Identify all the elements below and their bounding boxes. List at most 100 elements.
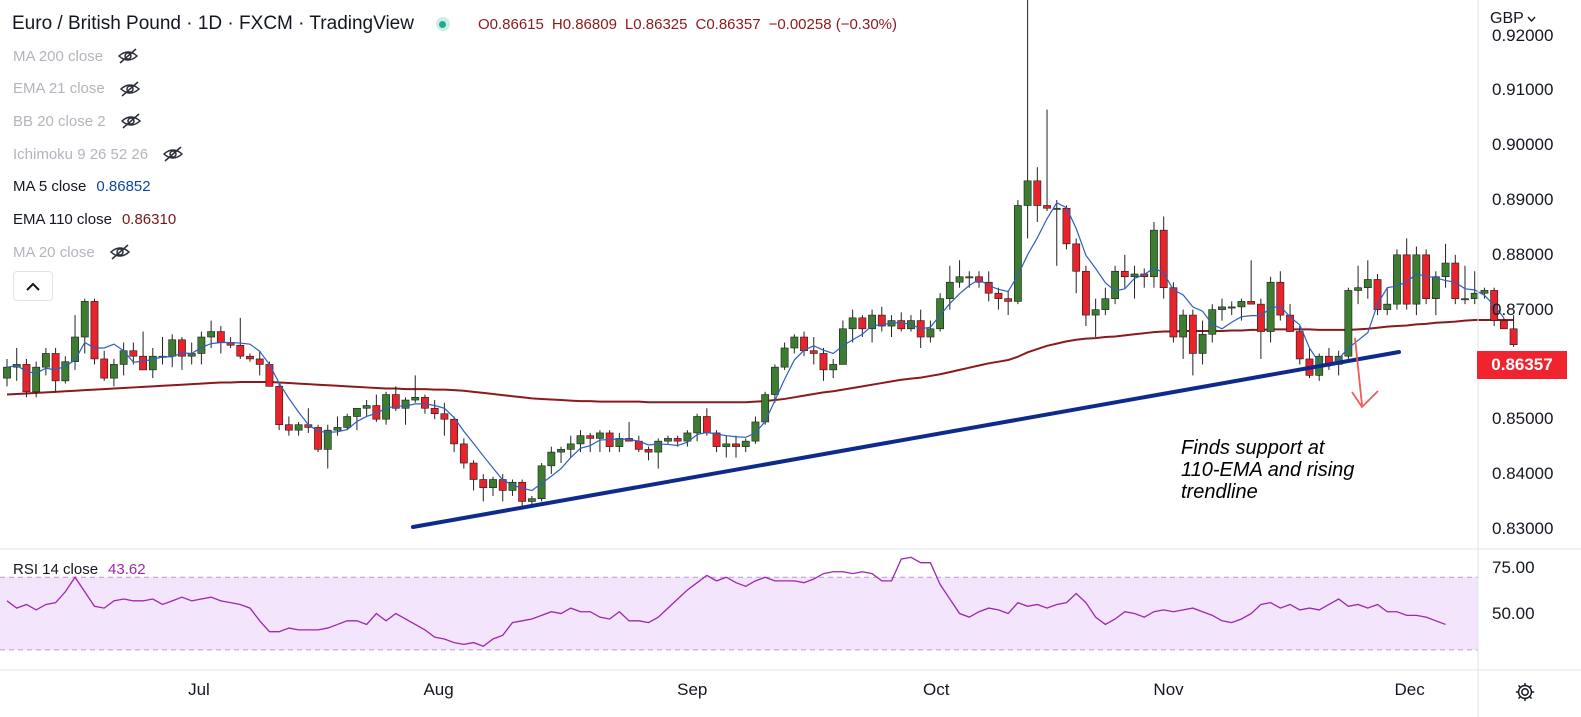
candle: [683, 430, 692, 447]
candle-body: [391, 394, 400, 409]
indicator-row[interactable]: MA 5 close 0.86852: [13, 173, 151, 201]
candle-body: [1179, 314, 1188, 338]
candle-body: [51, 353, 60, 382]
indicator-value: 0.86310: [121, 211, 177, 228]
candle-body: [1461, 298, 1469, 301]
indicator-row[interactable]: MA 20 close: [13, 238, 131, 266]
indicator-row[interactable]: EMA 21 close: [13, 75, 141, 103]
candle-body: [945, 281, 954, 299]
candle-body: [401, 399, 410, 409]
open-value: O0.86615: [477, 15, 544, 33]
rising-trendline: [411, 350, 1401, 529]
price-tick-label: 0.83000: [1492, 518, 1554, 538]
candle: [333, 416, 342, 436]
time-tick-label: Sep: [677, 680, 708, 699]
price-pane[interactable]: [0, 0, 1478, 548]
candle-body: [450, 418, 459, 445]
candle: [1082, 265, 1090, 327]
candle: [945, 265, 954, 310]
candle-body: [430, 407, 439, 415]
candle: [897, 312, 906, 332]
price-tick-label: 0.89000: [1492, 190, 1554, 210]
candle-body: [1150, 229, 1158, 278]
candle-body: [90, 301, 99, 360]
candle: [1188, 309, 1197, 376]
candle-body: [926, 328, 935, 338]
candle-body: [654, 440, 663, 453]
indicator-row[interactable]: BB 20 close 2: [13, 107, 142, 135]
rsi-line: [6, 556, 1446, 647]
eye-hidden-icon[interactable]: [109, 243, 131, 261]
symbol-title[interactable]: Euro / British Pound · 1D · FXCM · Tradi…: [12, 13, 414, 34]
candle-body: [1130, 273, 1139, 278]
candle-body: [1256, 303, 1265, 332]
candle: [489, 476, 497, 496]
candle: [1480, 287, 1489, 299]
candle-body: [207, 331, 216, 338]
candle-body: [382, 394, 390, 420]
candle-body: [459, 443, 468, 464]
candle-body: [1159, 229, 1168, 289]
candle: [1033, 167, 1042, 222]
candle: [1499, 317, 1508, 330]
candle: [877, 306, 886, 332]
candle-body: [527, 498, 536, 502]
candle: [401, 397, 410, 425]
candle: [1276, 271, 1285, 321]
candle: [1013, 200, 1022, 305]
gear-icon[interactable]: [1514, 681, 1536, 703]
candle-body: [275, 386, 284, 425]
candle: [518, 479, 527, 507]
candle: [100, 350, 109, 381]
currency-selector[interactable]: GBP: [1490, 10, 1536, 28]
eye-hidden-icon[interactable]: [120, 112, 142, 130]
candle: [819, 347, 828, 381]
candle-body: [683, 432, 692, 442]
candle-body: [129, 350, 138, 357]
candle-body: [323, 429, 332, 450]
candle: [61, 356, 70, 384]
indicator-row[interactable]: Ichimoku 9 26 52 26: [13, 140, 184, 168]
candle-body: [673, 438, 682, 442]
candle-body: [751, 421, 760, 442]
candle-body: [440, 413, 449, 420]
indicator-row[interactable]: MA 200 close: [13, 42, 139, 70]
candle: [1431, 271, 1440, 316]
candle: [547, 446, 556, 475]
candle: [362, 400, 371, 417]
candle: [1373, 274, 1382, 316]
rsi-band: [0, 577, 1478, 650]
candle-body: [1227, 306, 1236, 309]
candle-body: [1480, 290, 1489, 294]
ohlc-values: O0.86615 H0.86809 L0.86325 C0.86357 −0.0…: [478, 16, 905, 33]
eye-hidden-icon[interactable]: [162, 145, 184, 163]
down-arrow: [1351, 337, 1379, 409]
candle-body: [693, 416, 702, 434]
indicator-row[interactable]: EMA 110 close 0.86310: [13, 206, 176, 234]
candle-body: [596, 432, 604, 439]
candle-body: [1431, 276, 1440, 299]
candle: [459, 438, 468, 469]
candle: [1451, 254, 1460, 305]
candle: [1256, 298, 1265, 359]
chevron-up-icon: [26, 282, 40, 291]
candle-body: [576, 435, 585, 445]
eye-hidden-icon[interactable]: [119, 80, 141, 98]
candle-body: [1237, 301, 1246, 308]
rsi-legend: RSI 14 close 43.62: [13, 561, 146, 578]
candle-body: [877, 314, 886, 327]
collapse-legend-button[interactable]: [13, 271, 53, 301]
candle: [936, 293, 945, 332]
candle-body: [1412, 254, 1421, 305]
candle-body: [1499, 320, 1508, 330]
candle-body: [858, 317, 867, 330]
candle: [411, 375, 420, 403]
candle-body: [809, 350, 818, 354]
eye-hidden-icon[interactable]: [117, 47, 139, 65]
candle-body: [353, 407, 361, 417]
candle-body: [1266, 281, 1275, 332]
candle-body: [722, 443, 731, 447]
candle-body: [1383, 303, 1392, 310]
candle-body: [761, 394, 770, 423]
